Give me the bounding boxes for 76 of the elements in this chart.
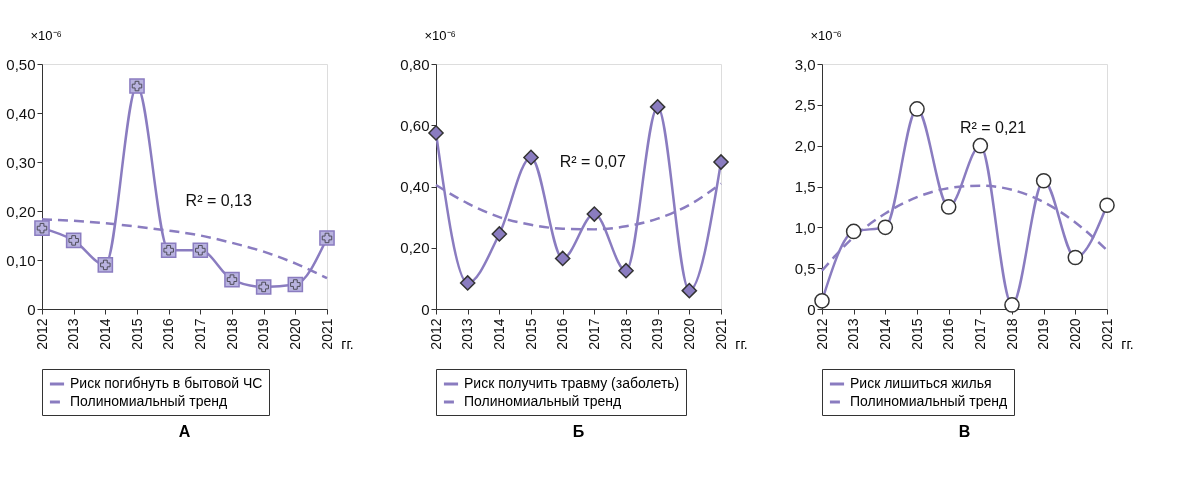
x-tick-label: 2015: [908, 318, 925, 350]
y-tick-label: 0: [421, 300, 430, 318]
x-tick-label: 2018: [617, 318, 634, 350]
x-tick-label: 2019: [255, 318, 272, 350]
point: [491, 226, 508, 242]
y-axis-title: ×10⁻⁶: [424, 27, 456, 43]
point: [618, 262, 634, 279]
x-tick-label: 2013: [845, 318, 862, 350]
point: [713, 154, 729, 170]
x-tick-label: 2014: [490, 318, 507, 350]
y-tick-label: 1,0: [794, 218, 816, 236]
legend-label: Риск погибнуть в бытовой ЧС: [70, 375, 263, 391]
x-tick-label: 2016: [554, 318, 571, 350]
x-tick-label: 2014: [876, 318, 893, 350]
x-tick-label: 2021: [1098, 318, 1115, 350]
x-tick-label: 2018: [1003, 318, 1020, 350]
x-tick-label: 2019: [1035, 318, 1052, 350]
point: [554, 250, 571, 267]
y-tick-label: 3,0: [794, 55, 816, 73]
y-axis-title: ×10⁻⁶: [30, 27, 62, 43]
annotation: R² = 0,21: [959, 118, 1027, 136]
x-tick-label: 2017: [191, 318, 208, 350]
y-tick-label: 0,10: [6, 251, 36, 269]
x-tick-label: 2016: [940, 318, 957, 350]
x-tick-label: 2012: [427, 318, 444, 350]
y-tick-label: 0,40: [6, 104, 36, 122]
x-tick-label: 2021: [318, 318, 335, 350]
y-tick-label: 0: [27, 300, 36, 318]
y-tick-label: 0,5: [794, 259, 816, 277]
point: [649, 99, 666, 115]
annotation: R² = 0,07: [559, 153, 626, 170]
x-axis-title: гг.: [1121, 335, 1134, 352]
x-tick-label: 2013: [65, 318, 82, 350]
x-tick-label: 2021: [712, 318, 729, 350]
x-axis-title: гг.: [341, 335, 354, 352]
point: [523, 149, 539, 166]
x-tick-label: 2018: [223, 318, 240, 350]
x-axis-title: гг.: [735, 335, 748, 352]
point: [586, 206, 603, 222]
x-tick-label: 2015: [128, 318, 145, 350]
y-tick-label: 0,80: [400, 55, 430, 73]
legend-label: Риск лишиться жилья: [850, 375, 992, 391]
point: [681, 282, 698, 299]
x-tick-label: 2015: [522, 318, 539, 350]
y-tick-label: 0,50: [6, 55, 36, 73]
x-tick-label: 2016: [160, 318, 177, 350]
y-tick-label: 0,40: [400, 178, 430, 195]
text: В: [958, 422, 971, 440]
legend-label: Полиномиальный тренд: [70, 393, 228, 409]
x-tick-label: 2014: [96, 318, 113, 350]
text: А: [178, 422, 191, 440]
y-tick-label: 0: [807, 300, 816, 318]
legend-label: Полиномиальный тренд: [850, 393, 1008, 409]
y-tick-label: 1,5: [794, 178, 816, 195]
y-tick-label: 0,60: [400, 116, 430, 134]
x-tick-label: 2012: [33, 318, 50, 350]
y-tick-label: 2,5: [794, 96, 816, 114]
y-tick-label: 0,30: [6, 153, 36, 171]
text: Б: [572, 422, 585, 440]
legend-label: Риск получить травму (заболеть): [464, 375, 680, 391]
y-tick-label: 0,20: [400, 239, 430, 257]
legend-label: Полиномиальный тренд: [464, 393, 622, 409]
x-tick-label: 2013: [459, 318, 476, 350]
y-tick-label: 0,20: [6, 202, 36, 220]
x-tick-label: 2019: [649, 318, 666, 350]
point: [459, 275, 476, 291]
x-tick-label: 2020: [1066, 318, 1083, 350]
x-tick-label: 2020: [680, 318, 697, 350]
x-tick-label: 2017: [971, 318, 988, 350]
point: [428, 125, 444, 141]
y-tick-label: 2,0: [794, 137, 816, 155]
y-axis-title: ×10⁻⁶: [810, 27, 842, 43]
x-tick-label: 2017: [585, 318, 602, 350]
x-tick-label: 2020: [286, 318, 303, 350]
annotation: R² = 0,13: [185, 192, 252, 210]
x-tick-label: 2012: [813, 318, 830, 350]
